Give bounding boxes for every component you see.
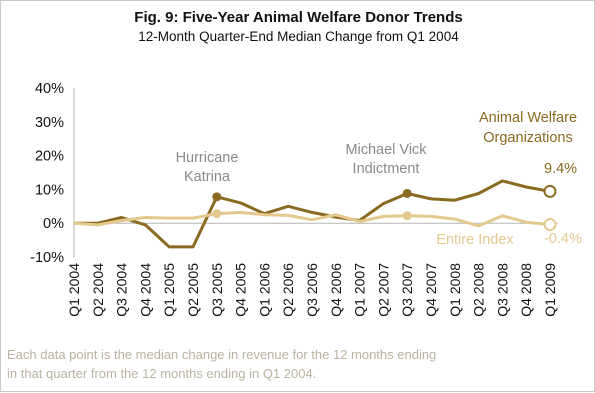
y-tick-label: 30% [35, 115, 64, 131]
series-label-entire-index: Entire Index [436, 232, 514, 248]
chart-subtitle: 12-Month Quarter-End Median Change from … [138, 29, 459, 44]
x-tick-label: Q4 2004 [137, 263, 153, 317]
x-tick-label: Q2 2008 [471, 263, 487, 317]
end-marker [543, 184, 557, 198]
x-tick-label: Q1 2006 [256, 263, 272, 317]
footnote-line: in that quarter from the 12 months endin… [7, 366, 317, 381]
series-line-animal-welfare [74, 179, 551, 249]
series-label-animal-welfare: Animal Welfare [479, 110, 577, 126]
y-tick-label: 0% [43, 216, 64, 232]
series-line-entire-index [73, 210, 551, 228]
x-tick-label: Q3 2006 [304, 263, 320, 317]
x-tick-label: Q4 2008 [518, 263, 534, 317]
event-annotation: Michael Vick [345, 142, 427, 158]
end-value-animal-welfare: 9.4% [544, 161, 577, 177]
x-tick-label: Q3 2005 [209, 263, 225, 317]
event-annotation: Katrina [184, 169, 231, 185]
x-tick-label: Q1 2004 [66, 263, 82, 317]
end-marker [543, 218, 557, 232]
y-tick-label: 20% [35, 149, 64, 165]
x-tick-label: Q2 2007 [375, 263, 391, 317]
event-annotation: Indictment [353, 161, 420, 177]
event-marker [212, 209, 222, 219]
end-value-entire-index: -0.4% [544, 231, 582, 247]
y-tick-label: 40% [35, 81, 64, 97]
event-marker [402, 188, 412, 198]
y-tick-label: 10% [35, 182, 64, 198]
x-tick-label: Q3 2004 [114, 263, 130, 317]
event-annotation: Hurricane [176, 150, 239, 166]
x-tick-label: Q4 2005 [233, 263, 249, 317]
footnote: Each data point is the median change in … [7, 345, 592, 383]
x-tick-label: Q2 2006 [280, 263, 296, 317]
event-marker [212, 192, 222, 202]
y-tick-label: -10% [30, 250, 64, 266]
x-tick-label: Q1 2009 [542, 263, 558, 317]
series-label-animal-welfare: Organizations [483, 130, 572, 146]
chart-title: Fig. 9: Five-Year Animal Welfare Donor T… [134, 9, 463, 26]
x-tick-label: Q4 2006 [328, 263, 344, 317]
x-tick-label: Q2 2004 [90, 263, 106, 317]
footnote-line: Each data point is the median change in … [7, 347, 437, 362]
x-tick-label: Q1 2007 [352, 263, 368, 317]
x-tick-label: Q1 2008 [447, 263, 463, 317]
x-tick-label: Q2 2005 [185, 263, 201, 317]
x-tick-label: Q4 2007 [423, 263, 439, 317]
x-tick-label: Q1 2005 [161, 263, 177, 317]
x-tick-label: Q3 2007 [399, 263, 415, 317]
event-marker [402, 211, 412, 221]
x-tick-label: Q3 2008 [494, 263, 510, 317]
